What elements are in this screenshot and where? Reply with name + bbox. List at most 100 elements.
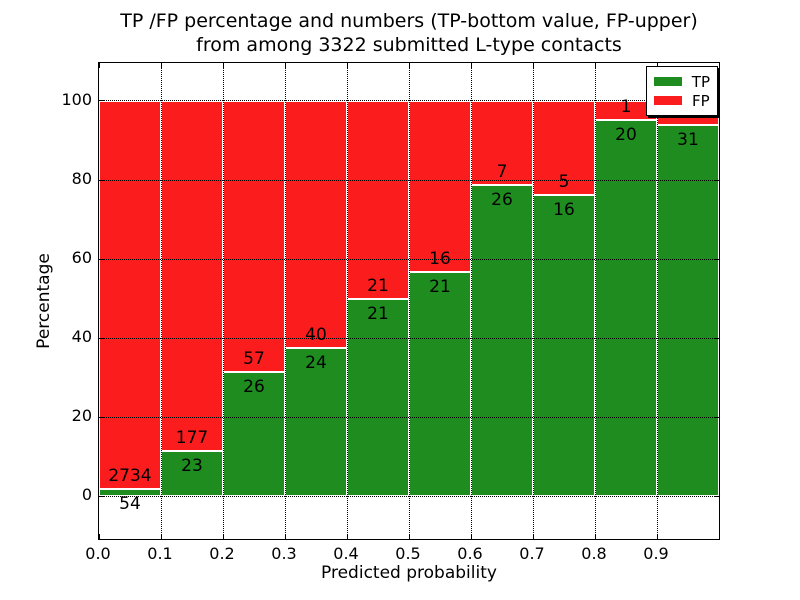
bar-tp-count-label: 20	[615, 124, 637, 145]
legend-entry-tp: TP	[647, 72, 717, 91]
x-tick-bottom	[222, 534, 224, 539]
bar-fp-segment	[409, 100, 471, 272]
bar-fp-segment	[347, 100, 409, 299]
x-tick-label: 0.7	[519, 544, 545, 563]
x-tick-top	[160, 63, 162, 68]
bar-tp-count-label: 26	[243, 377, 265, 398]
y-tick-label: 0	[81, 485, 92, 505]
bar-tp-segment	[595, 119, 657, 497]
bar-fp-count-label: 57	[243, 349, 265, 370]
y-tick-right	[714, 337, 719, 339]
x-tick-label: 0.4	[333, 544, 359, 563]
bar-fp-count-label: 2734	[108, 465, 152, 486]
x-tick-bottom	[346, 534, 348, 539]
y-gridline	[99, 495, 719, 497]
x-tick-bottom	[470, 534, 472, 539]
bar-tp-count-label: 26	[491, 189, 513, 210]
x-gridline	[222, 63, 224, 539]
bar-tp-count-label: 21	[429, 276, 451, 297]
legend-label-tp: TP	[691, 72, 710, 91]
x-gridline	[594, 63, 596, 539]
y-tick-right	[714, 179, 719, 181]
y-tick-label: 80	[71, 169, 92, 189]
bar-tp-segment	[657, 124, 719, 497]
x-tick-label: 0.6	[457, 544, 483, 563]
x-tick-label: 0.0	[85, 544, 111, 563]
x-tick-top	[470, 63, 472, 68]
bar-tp-segment	[471, 184, 533, 497]
y-tick-right	[714, 416, 719, 418]
y-tick-left	[99, 495, 104, 497]
x-axis-label: Predicted probability	[321, 563, 497, 583]
x-tick-top	[284, 63, 286, 68]
y-tick-left	[99, 179, 104, 181]
chart-title-line2: from among 3322 submitted L-type contact…	[196, 34, 622, 56]
bar-fp-count-label: 1	[620, 96, 632, 117]
bar-fp-segment	[223, 100, 285, 373]
x-tick-label: 0.2	[209, 544, 235, 563]
x-tick-top	[98, 63, 100, 68]
bar-tp-count-label: 21	[367, 303, 389, 324]
bar-tp-count-label: 23	[181, 455, 203, 476]
bar-tp-segment	[533, 195, 595, 497]
legend-entry-fp: FP	[647, 91, 717, 110]
y-tick-left	[99, 100, 104, 102]
bar-fp-segment	[161, 100, 223, 451]
x-gridline	[284, 63, 286, 539]
x-tick-top	[594, 63, 596, 68]
x-tick-bottom	[532, 534, 534, 539]
bar-tp-count-label: 54	[119, 493, 141, 514]
bar-fp-segment	[471, 100, 533, 185]
bar-tp-segment	[409, 271, 471, 497]
x-tick-label: 0.8	[581, 544, 607, 563]
x-gridline	[408, 63, 410, 539]
bar-tp-count-label: 31	[677, 129, 699, 150]
legend-swatch-fp	[654, 96, 682, 105]
legend-swatch-tp	[654, 77, 682, 86]
y-tick-left	[99, 258, 104, 260]
x-tick-label: 0.9	[643, 544, 669, 563]
x-tick-bottom	[160, 534, 162, 539]
x-tick-top	[532, 63, 534, 68]
y-tick-label: 60	[71, 248, 92, 268]
y-tick-label: 100	[61, 89, 92, 109]
bar-fp-count-label: 7	[496, 161, 508, 182]
bar-tp-segment	[285, 348, 347, 497]
bar-fp-count-label: 40	[305, 325, 327, 346]
y-tick-left	[99, 416, 104, 418]
bar-tp-count-label: 24	[305, 353, 327, 374]
bar-fp-count-label: 16	[429, 248, 451, 269]
x-tick-label: 0.5	[395, 544, 421, 563]
x-tick-top	[656, 63, 658, 68]
x-tick-label: 0.1	[147, 544, 173, 563]
legend-label-fp: FP	[692, 91, 710, 110]
y-tick-left	[99, 337, 104, 339]
bar-fp-count-label: 21	[367, 275, 389, 296]
y-gridline	[99, 179, 719, 181]
y-tick-label: 20	[71, 406, 92, 426]
legend: TP FP	[646, 66, 718, 116]
bar-tp-count-label: 16	[553, 200, 575, 221]
bar-tp-segment	[347, 298, 409, 497]
x-gridline	[532, 63, 534, 539]
x-gridline	[346, 63, 348, 539]
x-gridline	[656, 63, 658, 539]
x-tick-bottom	[594, 534, 596, 539]
y-gridline	[99, 258, 719, 260]
y-tick-right	[714, 495, 719, 497]
x-tick-top	[222, 63, 224, 68]
y-tick-right	[714, 258, 719, 260]
bar-fp-segment	[533, 100, 595, 196]
bar-tp-segment	[223, 372, 285, 497]
bar-fp-count-label: 5	[558, 172, 570, 193]
plot-area: 273454177235726402421211621726516120231	[98, 62, 720, 540]
y-gridline	[99, 416, 719, 418]
y-gridline	[99, 100, 719, 102]
x-tick-top	[346, 63, 348, 68]
bar-fp-count-label: 177	[175, 427, 209, 448]
x-gridline	[160, 63, 162, 539]
x-tick-label: 0.3	[271, 544, 297, 563]
x-tick-bottom	[408, 534, 410, 539]
y-tick-label: 40	[71, 327, 92, 347]
